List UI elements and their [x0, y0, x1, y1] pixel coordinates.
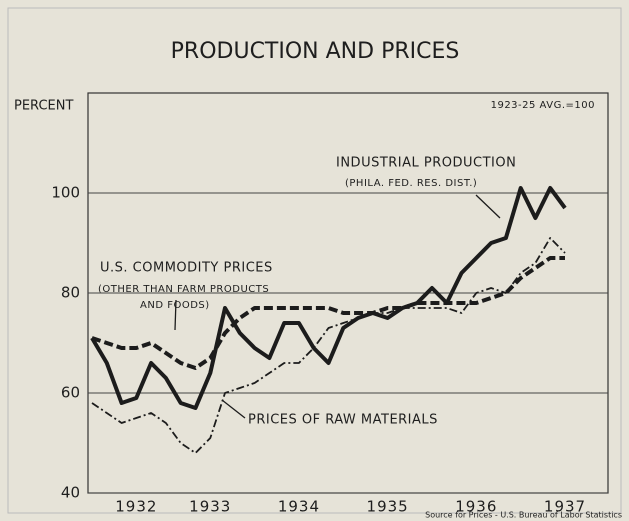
x-tick-label: 1932	[115, 498, 157, 516]
y-tick-label: 80	[61, 284, 80, 302]
y-tick-label: 40	[61, 484, 80, 502]
arrow	[174, 299, 177, 331]
source: Source for Prices - U.S. Bureau of Labor…	[425, 511, 622, 520]
series-line	[90, 186, 567, 410]
annotation: (PHILA. FED. RES. DIST.)	[345, 178, 477, 189]
y-tick-label: 100	[51, 184, 80, 202]
arrow	[221, 399, 246, 419]
x-tick-label: 1935	[367, 498, 409, 516]
series-line	[91, 256, 565, 370]
note: 1923-25 AVG.=100	[491, 100, 595, 111]
y-tick-label: 60	[61, 384, 80, 402]
y-axis-label: PERCENT	[14, 99, 73, 114]
x-tick-label: 1934	[278, 498, 320, 516]
series-label: PRICES OF RAW MATERIALS	[248, 413, 438, 428]
arrow	[475, 194, 501, 219]
series-label: INDUSTRIAL PRODUCTION	[336, 156, 516, 171]
x-tick-label: 1933	[189, 498, 231, 516]
frame	[7, 7, 622, 514]
annotation: AND FOODS)	[140, 300, 210, 311]
series-label: U.S. COMMODITY PRICES	[100, 261, 273, 276]
x-tick-label: 1937	[544, 498, 586, 516]
annotation: (OTHER THAN FARM PRODUCTS	[98, 284, 269, 295]
chart-title: PRODUCTION AND PRICES	[171, 39, 460, 64]
x-tick-label: 1936	[455, 498, 497, 516]
series-line	[91, 237, 566, 454]
